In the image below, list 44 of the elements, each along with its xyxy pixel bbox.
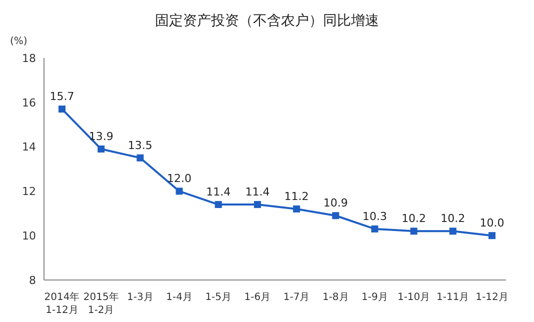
x-tick-label: 1-10月 bbox=[397, 292, 430, 303]
x-tick-label: 2014年 1-12月 bbox=[44, 291, 80, 316]
x-tick-label: 2015年 1-2月 bbox=[83, 291, 119, 316]
data-label: 15.7 bbox=[50, 90, 74, 104]
data-label: 11.4 bbox=[206, 186, 231, 199]
point bbox=[98, 146, 105, 153]
point bbox=[254, 201, 261, 208]
y-tick-label: 14 bbox=[22, 140, 36, 154]
x-tick-label: 1-8月 bbox=[322, 292, 349, 303]
x-tick-label: 1-5月 bbox=[205, 292, 232, 303]
data-label: 11.2 bbox=[284, 190, 309, 203]
x-tick-label: 1-12月 bbox=[476, 292, 508, 303]
x-tick-label: 1-9月 bbox=[362, 292, 388, 303]
y-tick-label: 18 bbox=[22, 52, 36, 65]
chart-title: 固定资产投资（不含农户）同比增速 bbox=[155, 13, 379, 29]
y-tick-label: 10 bbox=[22, 230, 36, 243]
y-tick-label: 8 bbox=[29, 274, 36, 287]
y-tick-label: 12 bbox=[22, 185, 36, 198]
point bbox=[332, 212, 340, 220]
data-label: 11.4 bbox=[245, 186, 270, 199]
point bbox=[293, 205, 300, 212]
point bbox=[371, 225, 378, 232]
point bbox=[488, 232, 496, 240]
point bbox=[58, 106, 66, 113]
x-tick-label: 1-6月 bbox=[244, 292, 271, 303]
data-label: 10.0 bbox=[480, 216, 504, 230]
y-tick-label: 16 bbox=[22, 96, 36, 110]
x-tick-label: 1-4月 bbox=[166, 292, 192, 303]
data-label: 10.2 bbox=[402, 212, 426, 226]
point bbox=[410, 228, 418, 235]
data-label: 13.9 bbox=[88, 130, 114, 144]
data-label: 13.5 bbox=[128, 138, 152, 152]
data-label: 10.3 bbox=[362, 210, 387, 223]
point bbox=[214, 201, 222, 208]
x-tick-label: 1-7月 bbox=[283, 292, 310, 303]
data-label: 12.0 bbox=[167, 172, 192, 186]
point bbox=[449, 228, 456, 235]
data-label: 10.9 bbox=[323, 196, 348, 210]
data-label: 10.2 bbox=[440, 212, 466, 226]
y-axis-title: (%) bbox=[10, 36, 28, 47]
point bbox=[176, 188, 183, 195]
x-tick-label: 1-11月 bbox=[436, 292, 470, 303]
point bbox=[136, 154, 144, 162]
x-tick-label: 1-3月 bbox=[127, 292, 154, 303]
